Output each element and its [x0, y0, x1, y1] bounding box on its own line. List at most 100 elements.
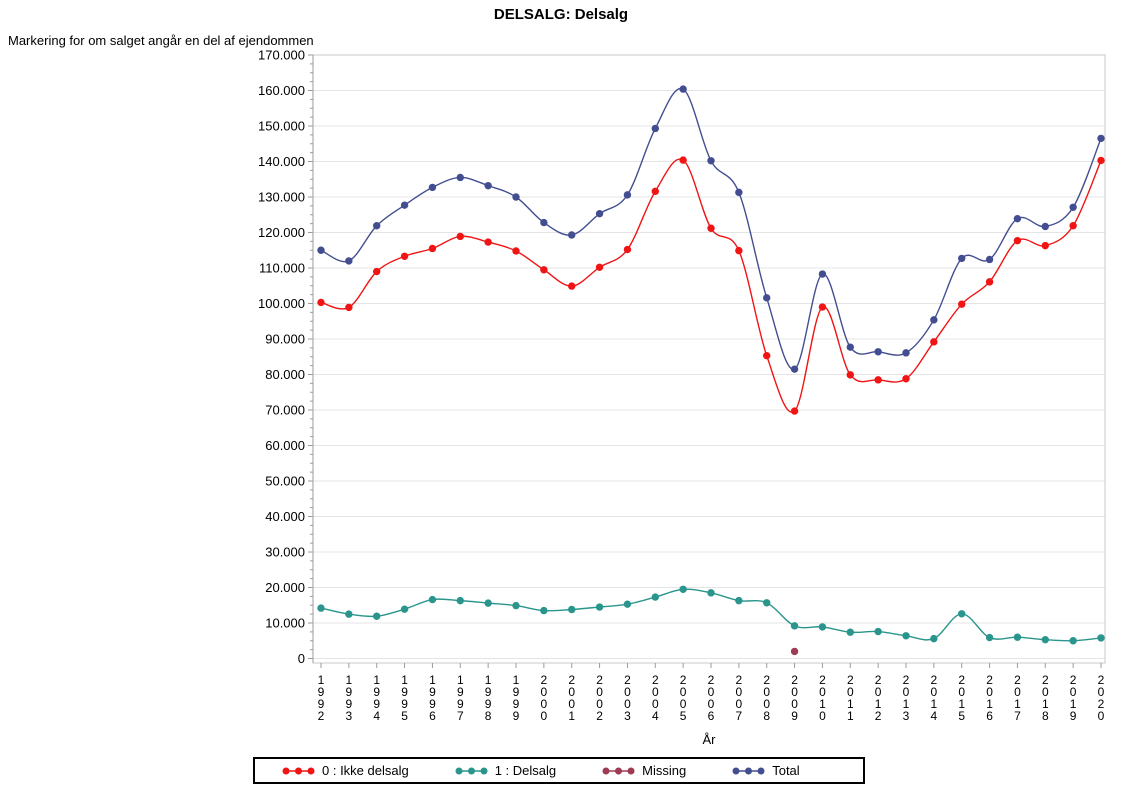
series-marker-0 : Ikke delsalg — [345, 303, 353, 312]
legend-label: 1 : Delsalg — [494, 763, 557, 778]
series-marker-1 : Delsalg — [651, 593, 659, 601]
series-marker-0 : Ikke delsalg — [623, 245, 632, 254]
series-marker-Total — [930, 316, 938, 324]
legend-marker-icon — [732, 767, 765, 774]
series-marker-0 : Ikke delsalg — [540, 266, 548, 274]
series-marker-0 : Ikke delsalg — [818, 303, 827, 311]
y-tick-label: 160.000 — [258, 83, 305, 98]
y-tick-label: 120.000 — [258, 225, 305, 240]
y-tick-label: 170.000 — [258, 48, 305, 63]
y-tick-label: 90.000 — [265, 332, 305, 347]
series-marker-1 : Delsalg — [400, 605, 409, 613]
series-marker-Total — [651, 124, 659, 133]
series-marker-Total — [373, 222, 381, 230]
series-marker-1 : Delsalg — [818, 623, 827, 631]
series-marker-Total — [707, 157, 715, 165]
series-marker-0 : Ikke delsalg — [846, 371, 854, 379]
series-marker-1 : Delsalg — [679, 585, 687, 593]
series-marker-1 : Delsalg — [345, 610, 353, 618]
series-marker-1 : Delsalg — [623, 600, 632, 608]
series-marker-Total — [568, 231, 576, 239]
series-marker-1 : Delsalg — [930, 634, 938, 643]
series-marker-Total — [400, 201, 409, 209]
series-marker-0 : Ikke delsalg — [1041, 241, 1049, 250]
series-marker-0 : Ikke delsalg — [735, 246, 743, 255]
series-marker-0 : Ikke delsalg — [1069, 222, 1077, 230]
series-marker-Total — [902, 349, 910, 357]
series-marker-Total — [846, 343, 854, 351]
series-marker-Total — [456, 173, 464, 182]
series-marker-0 : Ikke delsalg — [595, 263, 604, 271]
series-marker-1 : Delsalg — [1097, 634, 1105, 642]
series-marker-Total — [735, 188, 743, 197]
y-tick-label: 140.000 — [258, 154, 305, 169]
series-marker-1 : Delsalg — [958, 610, 966, 618]
y-tick-label: 20.000 — [265, 580, 305, 595]
series-marker-1 : Delsalg — [735, 596, 743, 605]
legend-marker-icon — [282, 767, 315, 774]
series-marker-0 : Ikke delsalg — [1097, 156, 1105, 165]
series-marker-0 : Ikke delsalg — [651, 187, 659, 196]
y-tick-label: 60.000 — [265, 438, 305, 453]
series-marker-Total — [818, 270, 827, 278]
series-marker-Total — [874, 348, 882, 356]
series-marker-Total — [1097, 134, 1105, 143]
series-marker-Total — [512, 193, 520, 201]
series-marker-0 : Ikke delsalg — [456, 232, 464, 241]
legend-item: 0 : Ikke delsalg — [282, 763, 409, 778]
series-marker-0 : Ikke delsalg — [1013, 236, 1022, 245]
series-marker-1 : Delsalg — [484, 599, 492, 607]
series-marker-1 : Delsalg — [985, 633, 994, 642]
y-tick-label: 100.000 — [258, 296, 305, 311]
series-marker-Total — [317, 246, 325, 254]
plot-frame — [312, 54, 1106, 664]
series-marker-Total — [985, 255, 994, 264]
legend: 0 : Ikke delsalg 1 : Delsalg Missing Total — [253, 757, 865, 784]
y-tick-label: 50.000 — [265, 474, 305, 489]
series-marker-1 : Delsalg — [707, 589, 715, 597]
series-marker-Total — [540, 218, 548, 227]
series-marker-0 : Ikke delsalg — [985, 278, 994, 286]
y-tick-label: 80.000 — [265, 367, 305, 382]
series-marker-Total — [1041, 222, 1049, 231]
series-marker-1 : Delsalg — [874, 627, 882, 636]
series-marker-1 : Delsalg — [373, 612, 381, 620]
chart-title: DELSALG: Delsalg — [493, 6, 629, 23]
series-marker-0 : Ikke delsalg — [428, 244, 437, 253]
series-marker-1 : Delsalg — [1013, 633, 1022, 641]
legend-label: Missing — [642, 763, 687, 778]
y-tick-label: 30.000 — [265, 545, 305, 560]
series-marker-1 : Delsalg — [456, 596, 464, 605]
series-marker-0 : Ikke delsalg — [707, 224, 715, 232]
series-marker-Total — [679, 85, 687, 93]
series-marker-1 : Delsalg — [595, 603, 604, 611]
series-marker-0 : Ikke delsalg — [484, 238, 492, 246]
series-marker-Total — [345, 257, 353, 265]
series-marker-1 : Delsalg — [428, 595, 437, 604]
y-tick-label: 110.000 — [259, 261, 305, 276]
series-marker-1 : Delsalg — [1069, 637, 1077, 645]
x-axis-label: År — [702, 732, 716, 747]
